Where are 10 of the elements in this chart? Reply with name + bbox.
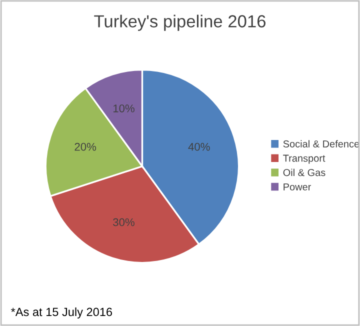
legend-label: Power [284, 183, 312, 190]
data-label: 30% [113, 218, 134, 226]
legend-label: Oil & Gas [283, 168, 326, 176]
chart-title: Turkey's pipeline 2016 [94, 14, 266, 31]
legend-label: Social & Defence [283, 140, 360, 148]
text: *As at 15 July 2016 [10, 307, 112, 318]
data-label: 10% [113, 104, 134, 112]
data-label: 40% [188, 142, 210, 151]
legend-label: Transport [283, 154, 326, 164]
data-label: 20% [74, 142, 96, 151]
